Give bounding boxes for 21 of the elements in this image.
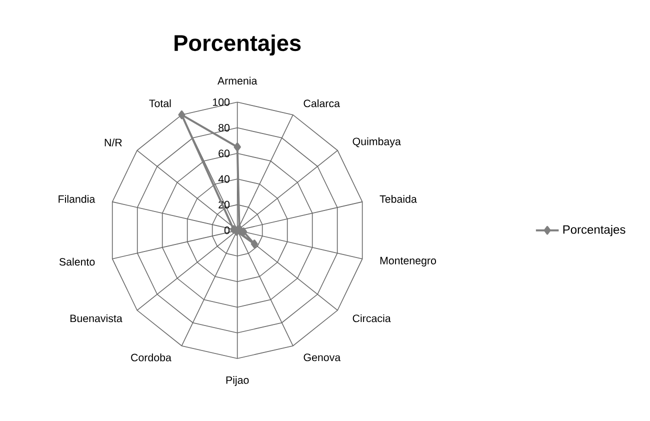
spoke-label: N/R [104, 138, 122, 146]
spoke-label: Total [149, 99, 171, 108]
legend-label: Porcentajes [563, 224, 626, 236]
spoke-label: Filandia [58, 195, 96, 203]
spoke-label: Quimbaya [352, 137, 401, 148]
chart-title: Porcentajes [174, 34, 301, 56]
y-tick-label: 100 [212, 98, 230, 106]
y-tick-label: 60 [218, 150, 230, 158]
y-tick-label: 80 [218, 124, 230, 132]
y-tick-label: 0 [224, 226, 230, 234]
spoke-label: Buenavista [70, 314, 122, 322]
spoke-label: Genova [304, 354, 341, 362]
spoke-label: Calarca [304, 99, 340, 108]
spoke-label: Tebaida [380, 195, 417, 203]
spoke-label: Salento [59, 258, 95, 266]
spoke-label: Circacia [352, 314, 391, 322]
spoke-label: Armenia [218, 76, 258, 85]
spoke-label: Cordoba [131, 353, 172, 362]
spoke-label: Pijao [226, 376, 249, 386]
spoke-label: Montenegro [380, 256, 436, 266]
y-tick-label: 40 [218, 175, 230, 183]
